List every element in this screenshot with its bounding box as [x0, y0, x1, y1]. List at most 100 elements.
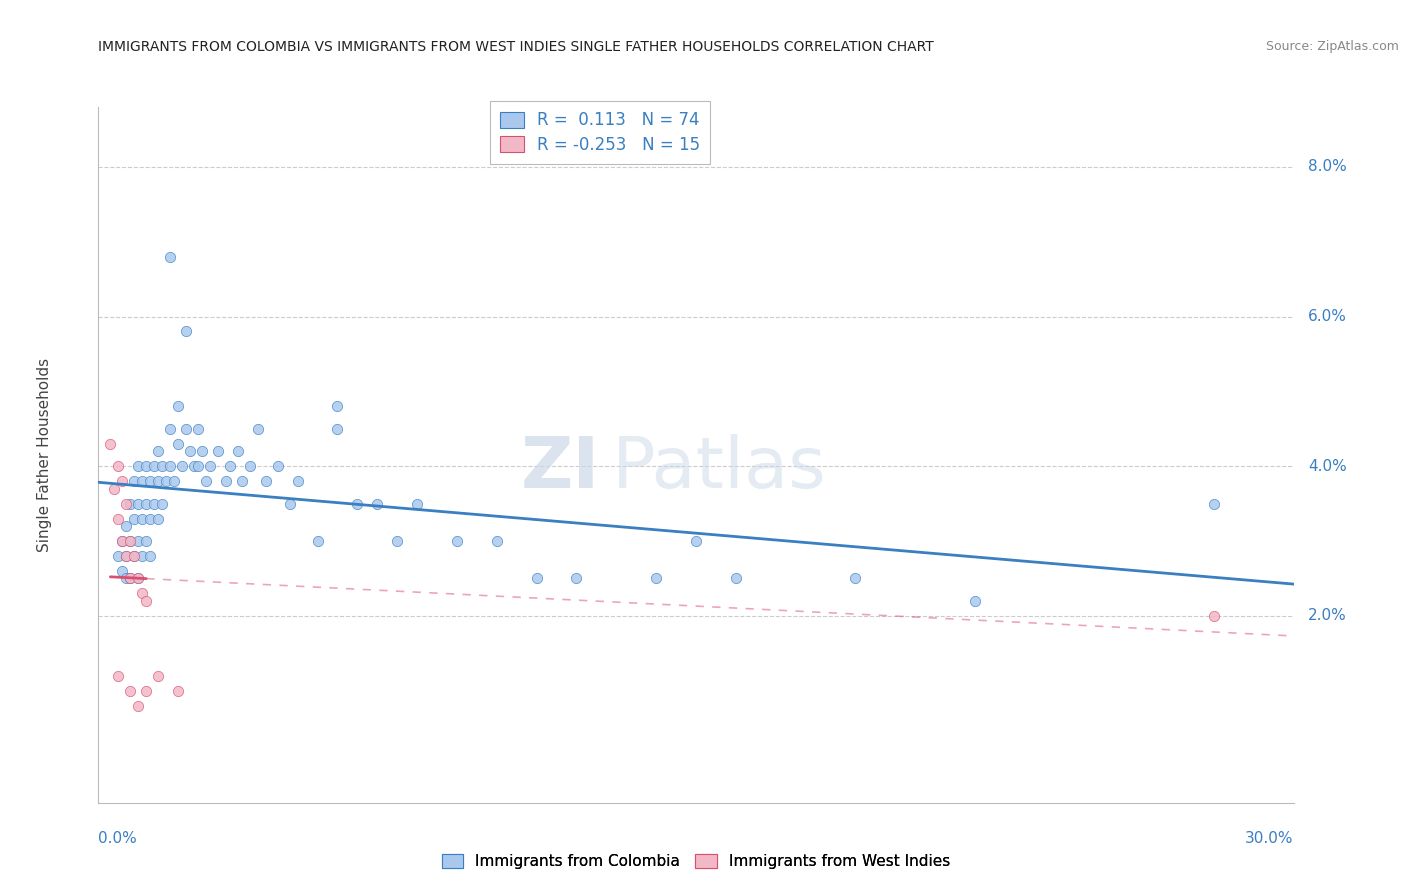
Point	[127, 497, 149, 511]
Point	[115, 549, 138, 563]
Point	[526, 571, 548, 585]
Point	[127, 533, 149, 548]
Point	[1202, 497, 1225, 511]
Point	[107, 668, 129, 682]
Point	[246, 422, 269, 436]
Point	[111, 533, 134, 548]
Text: 2.0%: 2.0%	[1308, 608, 1347, 624]
Point	[103, 482, 125, 496]
Point	[194, 474, 218, 488]
Point	[565, 571, 588, 585]
Point	[115, 497, 138, 511]
Point	[191, 444, 214, 458]
Point	[98, 436, 122, 450]
Point	[406, 497, 429, 511]
Point	[127, 698, 149, 713]
Point	[167, 683, 190, 698]
Point	[187, 459, 209, 474]
Point	[326, 422, 349, 436]
Point	[163, 474, 186, 488]
Point	[131, 474, 153, 488]
Text: 30.0%: 30.0%	[1246, 830, 1294, 846]
Point	[485, 533, 508, 548]
Point	[239, 459, 262, 474]
Point	[124, 549, 146, 563]
Point	[120, 497, 142, 511]
Point	[148, 444, 170, 458]
Point	[120, 533, 142, 548]
Text: 6.0%: 6.0%	[1308, 309, 1347, 324]
Point	[107, 459, 129, 474]
Text: 8.0%: 8.0%	[1308, 160, 1347, 175]
Text: Source: ZipAtlas.com: Source: ZipAtlas.com	[1265, 40, 1399, 54]
Point	[127, 571, 149, 585]
Point	[135, 594, 157, 608]
Point	[115, 549, 138, 563]
Point	[150, 497, 173, 511]
Point	[148, 668, 170, 682]
Point	[111, 474, 134, 488]
Point	[107, 549, 129, 563]
Point	[120, 571, 142, 585]
Text: Patlas: Patlas	[612, 434, 827, 503]
Point	[174, 422, 197, 436]
Text: ZI: ZI	[522, 434, 600, 503]
Point	[143, 459, 166, 474]
Point	[135, 683, 157, 698]
Point	[131, 549, 153, 563]
Point	[963, 594, 986, 608]
Point	[131, 511, 153, 525]
Point	[685, 533, 707, 548]
Point	[215, 474, 238, 488]
Point	[143, 497, 166, 511]
Point	[207, 444, 229, 458]
Text: 4.0%: 4.0%	[1308, 458, 1347, 474]
Point	[167, 399, 190, 413]
Point	[446, 533, 468, 548]
Point	[267, 459, 290, 474]
Text: 0.0%: 0.0%	[98, 830, 138, 846]
Point	[198, 459, 221, 474]
Point	[139, 511, 162, 525]
Point	[131, 586, 153, 600]
Point	[645, 571, 668, 585]
Point	[120, 571, 142, 585]
Point	[174, 325, 197, 339]
Point	[366, 497, 388, 511]
Point	[385, 533, 409, 548]
Point	[167, 436, 190, 450]
Point	[135, 459, 157, 474]
Point	[172, 459, 194, 474]
Point	[120, 683, 142, 698]
Point	[120, 533, 142, 548]
Point	[219, 459, 242, 474]
Point	[150, 459, 173, 474]
Point	[115, 519, 138, 533]
Point	[127, 571, 149, 585]
Point	[278, 497, 301, 511]
Point	[179, 444, 201, 458]
Point	[135, 497, 157, 511]
Point	[346, 497, 368, 511]
Point	[148, 474, 170, 488]
Point	[111, 533, 134, 548]
Point	[124, 474, 146, 488]
Point	[1202, 608, 1225, 623]
Point	[254, 474, 277, 488]
Point	[127, 459, 149, 474]
Text: Single Father Households: Single Father Households	[37, 358, 52, 552]
Point	[124, 549, 146, 563]
Point	[231, 474, 253, 488]
Point	[107, 511, 129, 525]
Text: IMMIGRANTS FROM COLOMBIA VS IMMIGRANTS FROM WEST INDIES SINGLE FATHER HOUSEHOLDS: IMMIGRANTS FROM COLOMBIA VS IMMIGRANTS F…	[98, 40, 934, 54]
Point	[307, 533, 329, 548]
Point	[287, 474, 309, 488]
Point	[187, 422, 209, 436]
Point	[159, 250, 181, 264]
Point	[159, 422, 181, 436]
Point	[139, 474, 162, 488]
Point	[155, 474, 177, 488]
Point	[148, 511, 170, 525]
Legend: Immigrants from Colombia, Immigrants from West Indies: Immigrants from Colombia, Immigrants fro…	[436, 847, 956, 875]
Point	[226, 444, 249, 458]
